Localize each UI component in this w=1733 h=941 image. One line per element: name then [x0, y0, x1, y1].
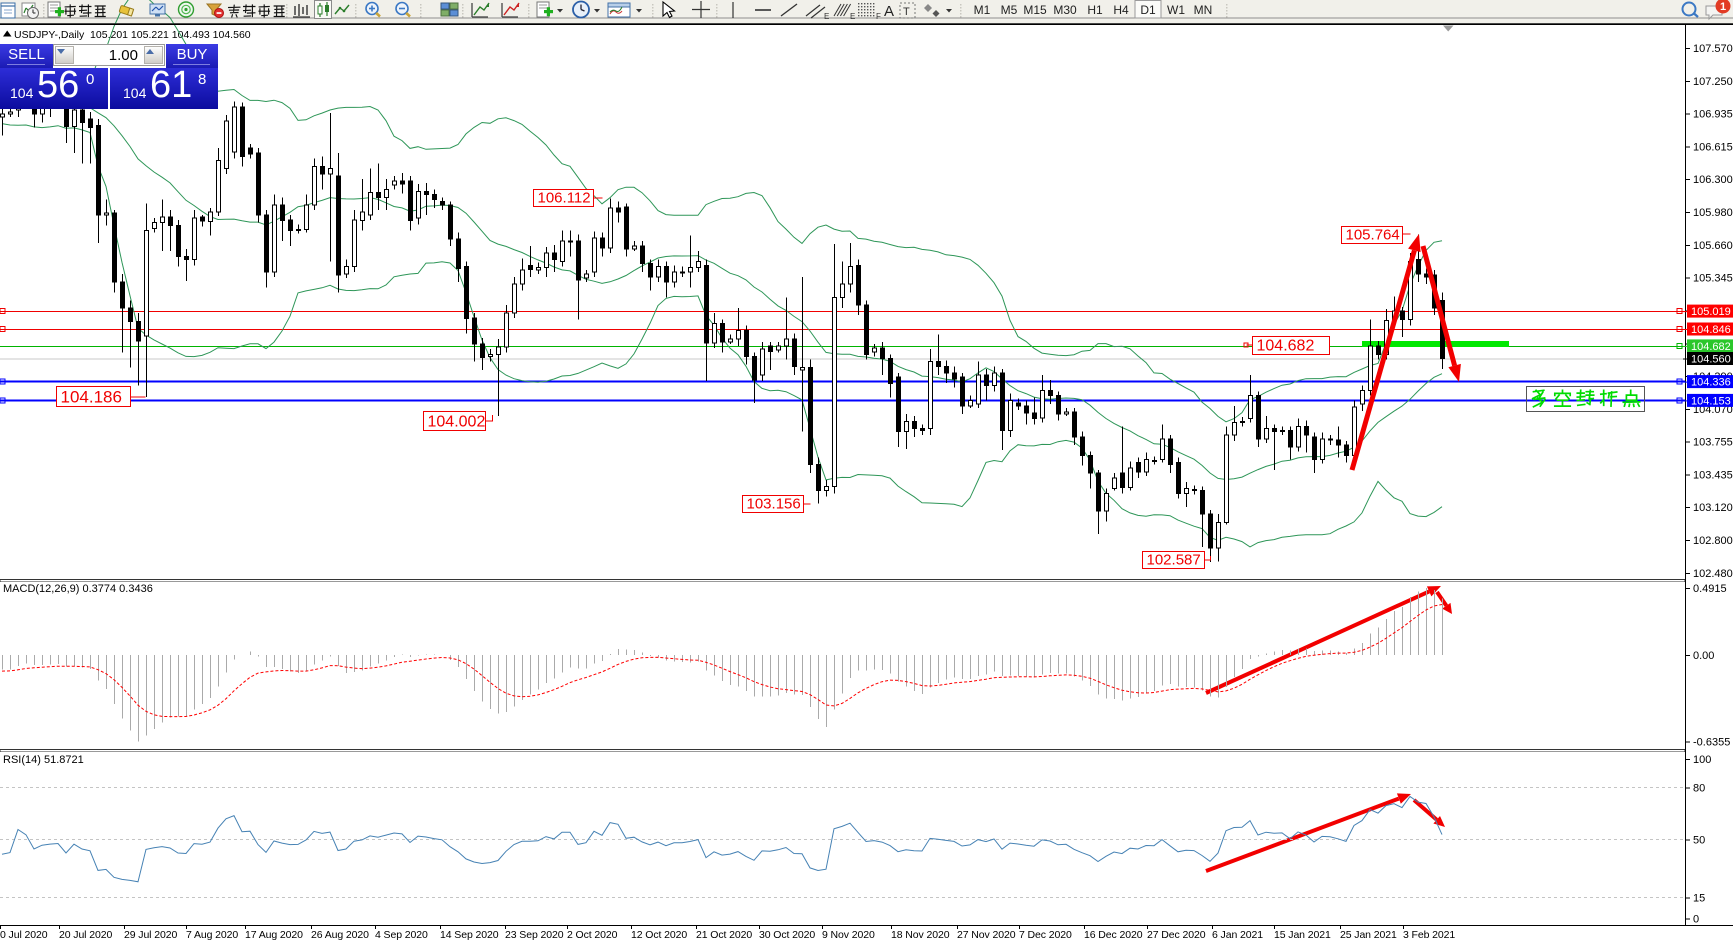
svg-text:80: 80: [1693, 783, 1705, 795]
svg-text:105.764: 105.764: [1346, 227, 1400, 244]
svg-text:4 Sep 2020: 4 Sep 2020: [375, 929, 428, 941]
svg-text:E: E: [850, 12, 855, 21]
svg-text:104.560: 104.560: [1691, 354, 1731, 366]
svg-text:MACD(12,26,9) 0.3774 0.3436: MACD(12,26,9) 0.3774 0.3436: [3, 583, 153, 595]
svg-text:23 Sep 2020: 23 Sep 2020: [505, 929, 564, 941]
svg-text:50: 50: [1693, 835, 1705, 847]
svg-text:15 Jan 2021: 15 Jan 2021: [1274, 929, 1331, 941]
svg-text:W1: W1: [1167, 3, 1185, 17]
svg-text:16 Dec 2020: 16 Dec 2020: [1084, 929, 1143, 941]
svg-text:106.112: 106.112: [538, 190, 591, 207]
svg-text:14 Sep 2020: 14 Sep 2020: [440, 929, 499, 941]
svg-text:17 Aug 2020: 17 Aug 2020: [245, 929, 303, 941]
svg-text:103.120: 103.120: [1693, 502, 1733, 514]
svg-text:103.435: 103.435: [1693, 470, 1733, 482]
svg-text:107.250: 107.250: [1693, 76, 1733, 88]
svg-text:M30: M30: [1053, 3, 1077, 17]
svg-text:12 Oct 2020: 12 Oct 2020: [631, 929, 687, 941]
svg-text:M15: M15: [1023, 3, 1047, 17]
svg-text:106.300: 106.300: [1693, 174, 1733, 186]
svg-text:27 Nov 2020: 27 Nov 2020: [957, 929, 1016, 941]
svg-text:H1: H1: [1087, 3, 1103, 17]
svg-text:104.846: 104.846: [1691, 324, 1731, 336]
svg-text:102.800: 102.800: [1693, 535, 1733, 547]
svg-text:105.345: 105.345: [1693, 273, 1733, 285]
svg-text:107.570: 107.570: [1693, 43, 1733, 55]
svg-text:18 Nov 2020: 18 Nov 2020: [891, 929, 950, 941]
svg-text:F: F: [876, 12, 881, 21]
svg-text:7 Dec 2020: 7 Dec 2020: [1019, 929, 1072, 941]
svg-text:26 Aug 2020: 26 Aug 2020: [311, 929, 369, 941]
svg-text:25 Jan 2021: 25 Jan 2021: [1340, 929, 1397, 941]
svg-text:0 Jul 2020: 0 Jul 2020: [0, 929, 48, 941]
svg-text:D1: D1: [1140, 3, 1156, 17]
svg-text:0.4915: 0.4915: [1693, 583, 1727, 595]
svg-text:3 Feb 2021: 3 Feb 2021: [1403, 929, 1455, 941]
svg-text:102.587: 102.587: [1147, 552, 1201, 569]
svg-text:MN: MN: [1194, 3, 1213, 17]
svg-text:15: 15: [1693, 893, 1705, 905]
svg-text:27 Dec 2020: 27 Dec 2020: [1147, 929, 1206, 941]
svg-text:103.156: 103.156: [747, 496, 801, 513]
svg-text:106.615: 106.615: [1693, 142, 1733, 154]
svg-text:RSI(14) 51.8721: RSI(14) 51.8721: [3, 754, 84, 766]
svg-text:104.186: 104.186: [61, 388, 122, 407]
svg-text:0: 0: [1693, 914, 1699, 926]
svg-text:104.682: 104.682: [1691, 341, 1731, 353]
svg-text:104.153: 104.153: [1691, 395, 1731, 407]
svg-text:6 Jan 2021: 6 Jan 2021: [1212, 929, 1263, 941]
svg-text:1: 1: [1720, 1, 1726, 13]
svg-text:104.336: 104.336: [1691, 377, 1731, 389]
svg-text:M5: M5: [1001, 3, 1018, 17]
svg-text:T: T: [903, 6, 910, 18]
svg-text:A: A: [884, 3, 894, 20]
svg-text:29 Jul 2020: 29 Jul 2020: [124, 929, 177, 941]
svg-text:105.660: 105.660: [1693, 240, 1733, 252]
svg-text:2 Oct 2020: 2 Oct 2020: [567, 929, 618, 941]
svg-text:21 Oct 2020: 21 Oct 2020: [696, 929, 752, 941]
svg-text:105.980: 105.980: [1693, 207, 1733, 219]
svg-text:30 Oct 2020: 30 Oct 2020: [759, 929, 815, 941]
svg-text:106.935: 106.935: [1693, 109, 1733, 121]
svg-text:104.002: 104.002: [428, 414, 486, 431]
svg-text:0.00: 0.00: [1693, 650, 1714, 662]
svg-text:100: 100: [1693, 754, 1711, 766]
svg-text:9 Nov 2020: 9 Nov 2020: [822, 929, 875, 941]
svg-text:103.755: 103.755: [1693, 437, 1733, 449]
svg-text:H4: H4: [1113, 3, 1129, 17]
svg-text:7 Aug 2020: 7 Aug 2020: [186, 929, 238, 941]
svg-text:104.070: 104.070: [1693, 404, 1733, 416]
svg-text:105.019: 105.019: [1691, 306, 1731, 318]
svg-text:-0.6355: -0.6355: [1693, 737, 1730, 749]
svg-text:M1: M1: [974, 3, 991, 17]
svg-text:E: E: [824, 12, 829, 21]
svg-text:104.682: 104.682: [1257, 338, 1315, 355]
svg-text:102.480: 102.480: [1693, 568, 1733, 580]
svg-text:20 Jul 2020: 20 Jul 2020: [59, 929, 112, 941]
